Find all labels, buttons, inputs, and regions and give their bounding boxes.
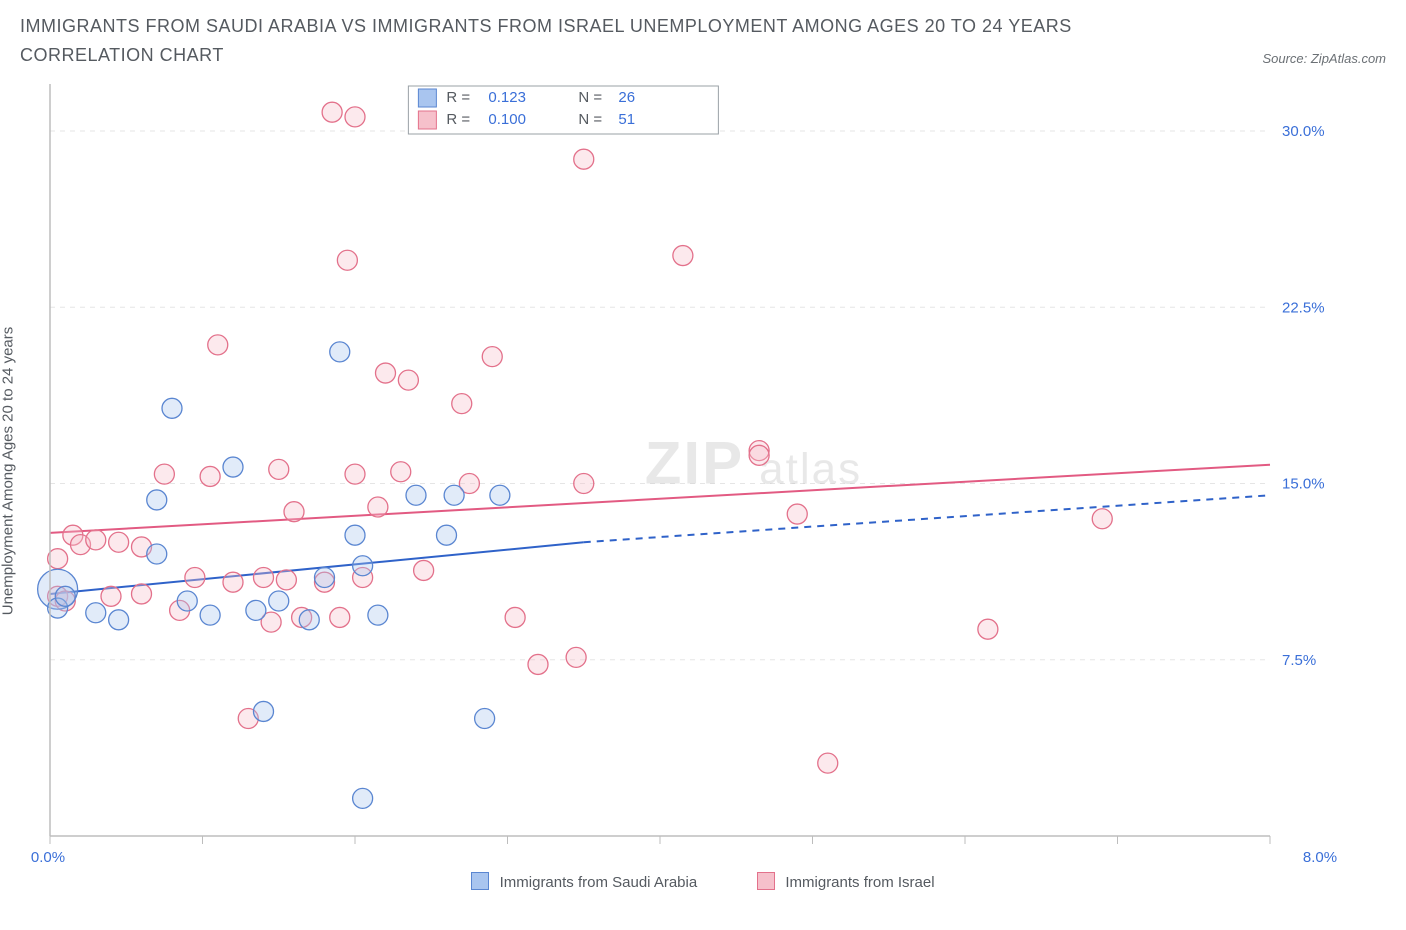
svg-text:N =: N = <box>578 111 602 128</box>
svg-text:22.5%: 22.5% <box>1282 299 1325 316</box>
svg-text:R =: R = <box>446 111 470 128</box>
svg-text:atlas: atlas <box>759 444 862 493</box>
chart-title: IMMIGRANTS FROM SAUDI ARABIA VS IMMIGRAN… <box>20 12 1120 70</box>
svg-text:26: 26 <box>618 89 635 106</box>
svg-text:ZIP: ZIP <box>645 429 744 496</box>
svg-text:51: 51 <box>618 111 635 128</box>
source-label: Source: ZipAtlas.com <box>1262 51 1386 70</box>
scatter-chart: 7.5% 15.0% 22.5% 30.0% ZIP atlas 0.0% 8.0% R = 0.… <box>20 76 1340 866</box>
legend-label-saudi: Immigrants from Saudi Arabia <box>500 874 698 891</box>
legend-item-israel: Immigrants from Israel <box>757 872 934 891</box>
svg-text:15.0%: 15.0% <box>1282 475 1325 492</box>
chart-area: Unemployment Among Ages 20 to 24 years 7… <box>20 76 1386 866</box>
svg-text:8.0%: 8.0% <box>1303 849 1337 866</box>
svg-text:0.0%: 0.0% <box>31 849 65 866</box>
swatch-israel <box>757 872 775 890</box>
legend-label-israel: Immigrants from Israel <box>785 874 934 891</box>
bottom-legend: Immigrants from Saudi Arabia Immigrants … <box>20 872 1386 891</box>
svg-text:0.100: 0.100 <box>488 111 526 128</box>
svg-text:7.5%: 7.5% <box>1282 651 1316 668</box>
y-axis-label: Unemployment Among Ages 20 to 24 years <box>0 326 17 615</box>
svg-text:N =: N = <box>578 89 602 106</box>
svg-text:0.123: 0.123 <box>488 89 526 106</box>
swatch-saudi <box>471 872 489 890</box>
svg-text:R =: R = <box>446 89 470 106</box>
header-row: IMMIGRANTS FROM SAUDI ARABIA VS IMMIGRAN… <box>20 12 1386 70</box>
legend-item-saudi: Immigrants from Saudi Arabia <box>471 872 697 891</box>
svg-text:30.0%: 30.0% <box>1282 123 1325 140</box>
